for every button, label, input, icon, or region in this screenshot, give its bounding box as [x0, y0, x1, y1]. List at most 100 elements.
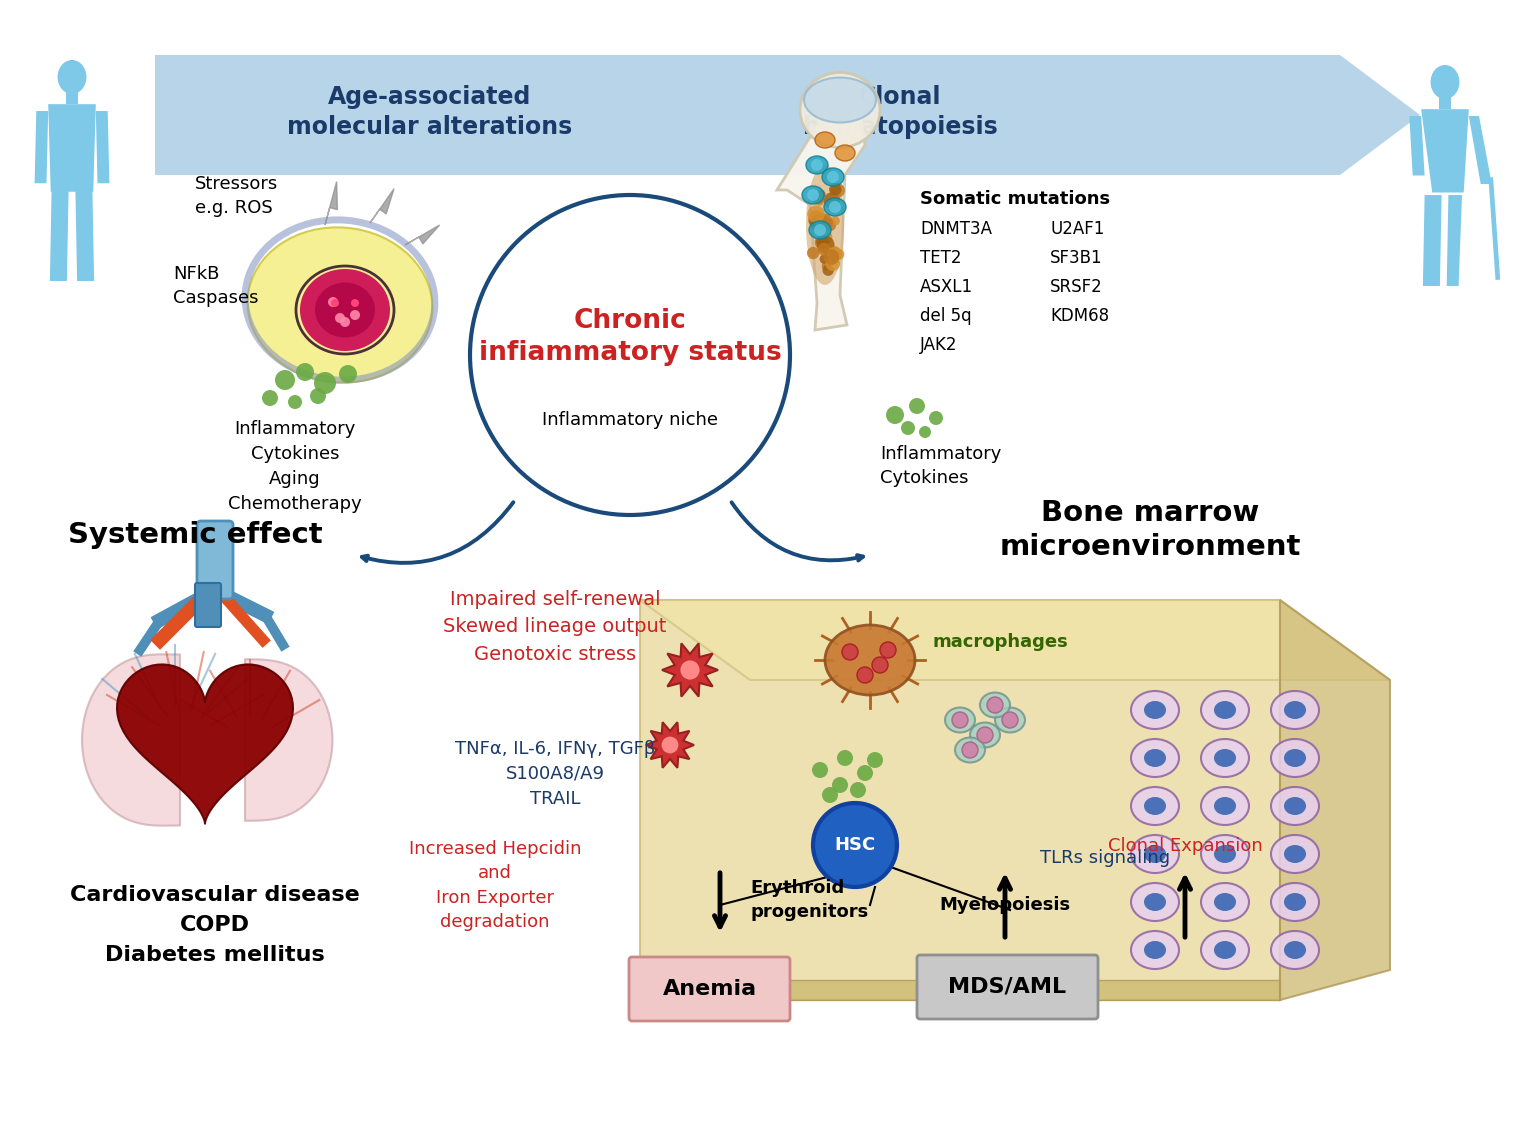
- Circle shape: [902, 421, 915, 435]
- Circle shape: [823, 192, 840, 209]
- Polygon shape: [48, 104, 95, 192]
- Circle shape: [814, 213, 829, 229]
- Circle shape: [816, 214, 834, 231]
- Circle shape: [819, 230, 832, 244]
- Text: Myelopoiesis: Myelopoiesis: [940, 896, 1071, 914]
- Ellipse shape: [825, 198, 846, 216]
- Ellipse shape: [1201, 883, 1250, 921]
- Ellipse shape: [1271, 932, 1319, 969]
- Circle shape: [817, 235, 835, 253]
- Circle shape: [287, 395, 303, 409]
- Circle shape: [837, 750, 853, 766]
- Text: DNMT3A: DNMT3A: [920, 220, 993, 238]
- Circle shape: [822, 787, 838, 803]
- Ellipse shape: [1285, 893, 1306, 911]
- Circle shape: [808, 212, 826, 229]
- Polygon shape: [646, 722, 694, 768]
- Ellipse shape: [1201, 691, 1250, 729]
- Polygon shape: [82, 655, 180, 826]
- Circle shape: [339, 365, 357, 383]
- Circle shape: [350, 311, 360, 319]
- Circle shape: [811, 214, 826, 231]
- Ellipse shape: [1271, 835, 1319, 873]
- Circle shape: [661, 736, 678, 753]
- Ellipse shape: [1201, 835, 1250, 873]
- Text: del 5q: del 5q: [920, 307, 971, 325]
- Polygon shape: [663, 643, 719, 696]
- Polygon shape: [640, 600, 1390, 680]
- Circle shape: [843, 643, 858, 660]
- FancyBboxPatch shape: [195, 583, 221, 627]
- Ellipse shape: [1271, 787, 1319, 825]
- Circle shape: [823, 265, 834, 276]
- Circle shape: [820, 254, 829, 263]
- Polygon shape: [371, 188, 393, 223]
- Ellipse shape: [1132, 883, 1179, 921]
- Circle shape: [828, 247, 841, 261]
- Text: Clonal Expansion: Clonal Expansion: [1108, 837, 1262, 855]
- Ellipse shape: [1431, 65, 1460, 99]
- Circle shape: [340, 317, 350, 327]
- Ellipse shape: [1213, 749, 1236, 767]
- Circle shape: [812, 803, 897, 887]
- Text: Erythroid
progenitors: Erythroid progenitors: [750, 879, 868, 920]
- Ellipse shape: [835, 145, 855, 161]
- Ellipse shape: [1132, 691, 1179, 729]
- Text: U2AF1: U2AF1: [1050, 220, 1104, 238]
- Ellipse shape: [809, 221, 831, 239]
- Text: Stressors
e.g. ROS: Stressors e.g. ROS: [195, 175, 278, 216]
- Circle shape: [825, 220, 837, 231]
- Circle shape: [977, 728, 993, 743]
- Circle shape: [887, 406, 903, 424]
- Circle shape: [867, 752, 884, 768]
- Ellipse shape: [1144, 941, 1167, 958]
- Text: Bone marrow
microenvironment: Bone marrow microenvironment: [999, 499, 1301, 562]
- Circle shape: [310, 388, 325, 404]
- Polygon shape: [640, 980, 1280, 1000]
- Circle shape: [856, 667, 873, 683]
- Circle shape: [806, 189, 819, 201]
- Ellipse shape: [816, 132, 835, 148]
- Text: TLRs signaling: TLRs signaling: [1039, 849, 1170, 867]
- Circle shape: [929, 411, 943, 425]
- Ellipse shape: [1201, 787, 1250, 825]
- Text: Inflammatory
Cytokines
Aging
Chemotherapy: Inflammatory Cytokines Aging Chemotherap…: [228, 420, 362, 513]
- Ellipse shape: [996, 707, 1024, 732]
- Ellipse shape: [806, 165, 844, 285]
- Text: Increased Hepcidin
and
Iron Exporter
degradation: Increased Hepcidin and Iron Exporter deg…: [409, 840, 581, 930]
- FancyBboxPatch shape: [629, 957, 790, 1021]
- Circle shape: [808, 205, 825, 223]
- Ellipse shape: [1285, 701, 1306, 719]
- Ellipse shape: [980, 693, 1011, 717]
- Circle shape: [351, 299, 359, 307]
- Polygon shape: [1446, 195, 1462, 286]
- Polygon shape: [95, 111, 109, 183]
- Circle shape: [832, 777, 847, 793]
- Polygon shape: [405, 225, 440, 245]
- Polygon shape: [1439, 98, 1451, 109]
- Polygon shape: [67, 92, 79, 104]
- Ellipse shape: [300, 269, 390, 351]
- Text: ASXL1: ASXL1: [920, 278, 973, 296]
- Ellipse shape: [955, 738, 985, 762]
- Circle shape: [826, 257, 840, 271]
- Circle shape: [822, 261, 831, 270]
- Circle shape: [328, 297, 337, 307]
- Ellipse shape: [1285, 749, 1306, 767]
- Circle shape: [881, 642, 896, 658]
- Ellipse shape: [1213, 941, 1236, 958]
- Ellipse shape: [1144, 749, 1167, 767]
- Polygon shape: [117, 665, 294, 824]
- Ellipse shape: [825, 626, 915, 695]
- Ellipse shape: [1271, 883, 1319, 921]
- Ellipse shape: [1213, 701, 1236, 719]
- Polygon shape: [640, 600, 1280, 1000]
- Polygon shape: [50, 191, 68, 281]
- Text: macrophages: macrophages: [932, 633, 1068, 651]
- Ellipse shape: [800, 73, 881, 148]
- Circle shape: [681, 660, 699, 679]
- Circle shape: [262, 390, 278, 406]
- Ellipse shape: [970, 723, 1000, 748]
- Ellipse shape: [1213, 845, 1236, 863]
- Circle shape: [812, 762, 828, 778]
